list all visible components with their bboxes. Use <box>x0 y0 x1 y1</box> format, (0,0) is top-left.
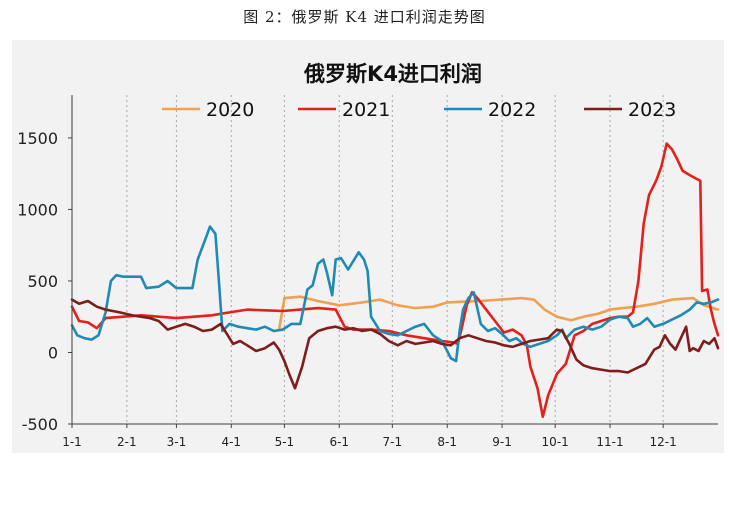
legend-label-2023: 2023 <box>628 99 676 121</box>
x-tick-label: 6-1 <box>329 435 349 449</box>
x-tick-label: 7-1 <box>383 435 403 449</box>
x-tick-label: 12-1 <box>650 435 677 449</box>
y-tick-label: 1000 <box>17 200 58 219</box>
series-line-2023 <box>70 298 720 390</box>
legend-label-2022: 2022 <box>488 99 536 121</box>
y-tick-label: -500 <box>22 415 58 434</box>
series-line-2020 <box>277 295 720 331</box>
series-lines <box>70 142 720 419</box>
legend-label-2020: 2020 <box>206 99 254 121</box>
axes: 1-1 2-1 3-1 4-1 5-1 6-1 7-1 8-1 9-1 10-1 11-1 12-1 -… <box>17 95 718 449</box>
x-tick-label: 1-1 <box>62 435 82 449</box>
x-tick-label: 9-1 <box>492 435 512 449</box>
legend-label-2021: 2021 <box>342 99 390 121</box>
x-tick-label: 2-1 <box>117 435 137 449</box>
y-tick-label: 1500 <box>17 129 58 148</box>
x-tick-label: 5-1 <box>275 435 295 449</box>
chart-title: 俄罗斯K4进口利润 <box>303 62 482 86</box>
y-tick-label: 0 <box>48 343 58 362</box>
figure-caption: 图 2：俄罗斯 K4 进口利润走势图 <box>243 8 486 26</box>
x-tick-label: 8-1 <box>437 435 457 449</box>
x-tick-label: 3-1 <box>167 435 187 449</box>
grid <box>126 95 664 424</box>
x-tick-label: 10-1 <box>542 435 569 449</box>
series-line-2021 <box>70 142 720 419</box>
y-tick-label: 500 <box>27 272 58 291</box>
legend: 2020 2021 2022 2023 <box>162 99 676 121</box>
x-tick-label: 4-1 <box>221 435 241 449</box>
series-line-2022 <box>70 225 720 363</box>
x-tick-label: 11-1 <box>596 435 623 449</box>
